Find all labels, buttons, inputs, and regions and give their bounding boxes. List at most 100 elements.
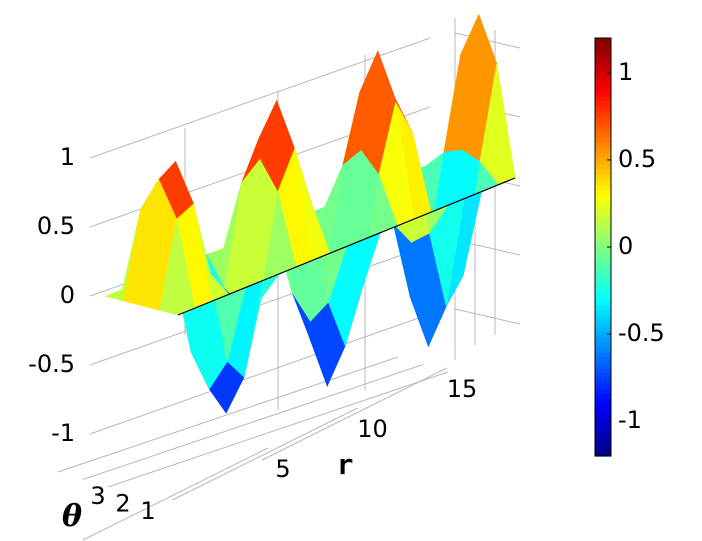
colorbar-segment [595, 335, 611, 342]
colorbar-segment [595, 48, 611, 55]
colorbar-segment [595, 325, 611, 332]
colorbar-segment [595, 388, 611, 394]
surface-edge [177, 177, 516, 316]
colorbar-segment [595, 341, 611, 347]
colorbar-segment [595, 294, 611, 300]
colorbar-segment [595, 199, 611, 206]
y-tick-label: 3 [90, 482, 105, 510]
x-tick-label: 10 [357, 415, 388, 443]
colorbar-segment [595, 79, 611, 86]
colorbar-segment [595, 163, 611, 170]
colorbar-segment [595, 179, 611, 185]
grid-line [89, 37, 431, 159]
z-tick-label: -0.5 [28, 350, 75, 378]
colorbar-segment [595, 142, 611, 149]
colorbar-segment [595, 132, 611, 138]
colorbar-segment [595, 189, 611, 196]
colorbar-segment [595, 111, 611, 117]
colorbar-segment [595, 226, 611, 232]
colorbar-segment [595, 184, 611, 191]
x-tick-label: 5 [275, 455, 290, 483]
colorbar-segment [595, 450, 611, 457]
colorbar-segment [595, 231, 611, 238]
colorbar-segment [595, 121, 611, 128]
colorbar-segment [595, 116, 611, 123]
colorbar-segment [595, 173, 611, 180]
colorbar-tick-label: -0.5 [618, 319, 665, 347]
colorbar-segment [595, 252, 611, 259]
colorbar-segment [595, 361, 611, 368]
colorbar-segment [595, 346, 611, 353]
colorbar-segment [595, 90, 611, 97]
colorbar-segment [595, 403, 611, 410]
x-axis-label: r [337, 448, 354, 481]
colorbar-segment [595, 273, 611, 279]
z-tick-label: 0.5 [37, 212, 75, 240]
z-tick-label: -1 [51, 419, 75, 447]
colorbar-segment [595, 288, 611, 295]
colorbar-segment [595, 408, 611, 415]
colorbar-segment [595, 320, 611, 326]
grid-line [82, 447, 269, 541]
x-tick-label: 15 [447, 375, 478, 403]
y-tick-label: 1 [140, 497, 155, 525]
colorbar-segment [595, 377, 611, 384]
grid-line [57, 356, 399, 473]
colorbar-segment [595, 85, 611, 91]
grid-line [172, 407, 358, 501]
colorbar-segment [595, 241, 611, 248]
colorbar-tick-label: 0 [618, 232, 633, 260]
colorbar-segment [595, 351, 611, 358]
colorbar-segment [595, 356, 611, 363]
colorbar-segment [595, 247, 611, 253]
colorbar-segment [595, 158, 611, 164]
colorbar-tick-label: 0.5 [618, 145, 656, 173]
colorbar-segment [595, 58, 611, 65]
colorbar-segment [595, 267, 611, 274]
colorbar-segment [595, 429, 611, 436]
surface [104, 14, 516, 415]
colorbar-segment [595, 137, 611, 144]
colorbar-segment [595, 147, 611, 154]
colorbar-segment [595, 64, 611, 70]
colorbar-segment [595, 367, 611, 373]
colorbar-tick-label: -1 [618, 406, 642, 434]
y-axis-label: θ [62, 499, 82, 534]
y-tick-label: 2 [115, 490, 130, 518]
colorbar-segment [595, 53, 611, 60]
colorbar-segment [595, 393, 611, 400]
grid-line [89, 313, 431, 435]
colorbar-segment [595, 69, 611, 76]
colorbar-segment [595, 257, 611, 264]
grid-line [89, 244, 431, 366]
colorbar-segment [595, 314, 611, 321]
colorbar-segment [595, 215, 611, 222]
grid-line [454, 308, 521, 325]
colorbar-segment [595, 445, 611, 452]
colorbar-segment [595, 220, 611, 227]
colorbar-segment [595, 372, 611, 379]
colorbar-segment [595, 105, 611, 112]
colorbar-segment [595, 38, 611, 44]
colorbar-segment [595, 419, 611, 426]
colorbar-segment [595, 304, 611, 311]
colorbar-segment [595, 414, 611, 421]
colorbar-segment [595, 100, 611, 107]
colorbar-segment [595, 236, 611, 243]
grid-line [261, 367, 448, 461]
grid-line [82, 364, 424, 480]
colorbar-segment [595, 95, 611, 102]
colorbar-segment [595, 194, 611, 201]
colorbar-segment [595, 205, 611, 212]
colorbar-segment [595, 278, 611, 285]
z-tick-label: 0 [60, 281, 75, 309]
grid-line [107, 371, 449, 488]
colorbar-segment [595, 424, 611, 431]
colorbar-segment [595, 440, 611, 447]
colorbar-segment [595, 168, 611, 175]
colorbar-segment [595, 74, 611, 81]
colorbar-segment [595, 299, 611, 306]
colorbar-segment [595, 309, 611, 316]
colorbar-segment [595, 152, 611, 159]
